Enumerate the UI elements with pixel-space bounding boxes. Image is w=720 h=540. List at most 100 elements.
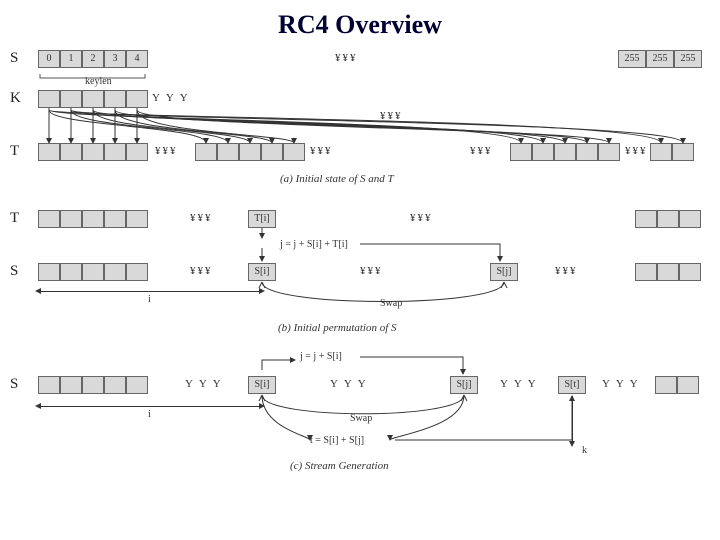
t-cell bbox=[104, 143, 126, 161]
s-row-a: 0 1 2 3 4 bbox=[38, 50, 148, 68]
si-cell: S[i] bbox=[248, 263, 276, 281]
s-cell: 4 bbox=[126, 50, 148, 68]
i-label-b: i bbox=[148, 294, 151, 305]
dots: ¥¥¥ bbox=[190, 265, 213, 277]
i-range-c bbox=[40, 406, 260, 407]
page-title: RC4 Overview bbox=[278, 10, 442, 40]
s-cell bbox=[677, 376, 699, 394]
dots: ¥¥¥ bbox=[625, 145, 648, 157]
i-range-b bbox=[40, 291, 260, 292]
dots: ¥¥¥ bbox=[555, 265, 578, 277]
st-cell: S[t] bbox=[558, 376, 586, 394]
dots: Y Y Y bbox=[185, 378, 223, 390]
t-cell bbox=[239, 143, 261, 161]
s-cell bbox=[679, 263, 701, 281]
rc4-diagram: S 0 1 2 3 4 ¥¥¥ 255 255 255 keylen K Y Y… bbox=[10, 48, 710, 530]
label-s-b: S bbox=[10, 263, 18, 280]
label-t: T bbox=[10, 143, 19, 160]
label-s-c: S bbox=[10, 376, 18, 393]
s-cell bbox=[126, 263, 148, 281]
s-row-c-end bbox=[655, 376, 699, 394]
dots: ¥¥¥ bbox=[155, 145, 178, 157]
t-row-a4 bbox=[650, 143, 694, 161]
t-row-b-end bbox=[635, 210, 701, 228]
s-cell bbox=[657, 263, 679, 281]
s-cell bbox=[60, 376, 82, 394]
s-row-b bbox=[38, 263, 148, 281]
s-row-c bbox=[38, 376, 148, 394]
si-box-c: S[i] bbox=[248, 376, 276, 394]
t-row-b bbox=[38, 210, 148, 228]
t-cell bbox=[126, 143, 148, 161]
dots: ¥¥¥ bbox=[470, 145, 493, 157]
dots: Y Y Y bbox=[152, 92, 190, 104]
dots: ¥¥¥ bbox=[410, 212, 433, 224]
caption-c: (c) Stream Generation bbox=[290, 460, 389, 472]
label-k: K bbox=[10, 90, 21, 107]
st-box-c: S[t] bbox=[558, 376, 586, 394]
t-row-a2 bbox=[195, 143, 305, 161]
s-cell: 2 bbox=[82, 50, 104, 68]
t-cell bbox=[657, 210, 679, 228]
s-cell: 255 bbox=[646, 50, 674, 68]
k-cell bbox=[60, 90, 82, 108]
s-cell: 3 bbox=[104, 50, 126, 68]
s-cell bbox=[104, 263, 126, 281]
dots: ¥¥¥ bbox=[310, 145, 333, 157]
eq-c2: t = S[i] + S[j] bbox=[310, 435, 364, 446]
dots: ¥¥¥ bbox=[190, 212, 213, 224]
t-cell bbox=[217, 143, 239, 161]
t-cell bbox=[126, 210, 148, 228]
t-cell bbox=[554, 143, 576, 161]
s-row-a-end: 255 255 255 bbox=[618, 50, 702, 68]
t-cell bbox=[82, 143, 104, 161]
t-row-a3 bbox=[510, 143, 620, 161]
si-cell: S[i] bbox=[248, 376, 276, 394]
t-cell bbox=[104, 210, 126, 228]
s-cell: 255 bbox=[674, 50, 702, 68]
t-cell bbox=[60, 210, 82, 228]
label-s: S bbox=[10, 50, 18, 67]
s-cell: 0 bbox=[38, 50, 60, 68]
s-cell bbox=[635, 263, 657, 281]
ti-box: T[i] bbox=[248, 210, 276, 228]
k-cell bbox=[82, 90, 104, 108]
dots: Y Y Y bbox=[330, 378, 368, 390]
t-cell bbox=[38, 143, 60, 161]
label-t-b: T bbox=[10, 210, 19, 227]
dots: Y Y Y bbox=[602, 378, 640, 390]
sj-cell: S[j] bbox=[450, 376, 478, 394]
dots: ¥¥¥ bbox=[380, 110, 403, 122]
t-cell bbox=[195, 143, 217, 161]
t-cell bbox=[38, 210, 60, 228]
k-cell bbox=[126, 90, 148, 108]
t-cell bbox=[635, 210, 657, 228]
t-cell bbox=[672, 143, 694, 161]
t-cell bbox=[532, 143, 554, 161]
sj-box-b: S[j] bbox=[490, 263, 518, 281]
s-cell bbox=[104, 376, 126, 394]
dots: ¥¥¥ bbox=[335, 52, 358, 64]
s-cell bbox=[655, 376, 677, 394]
sj-cell: S[j] bbox=[490, 263, 518, 281]
dots: ¥¥¥ bbox=[360, 265, 383, 277]
t-cell bbox=[283, 143, 305, 161]
s-cell: 255 bbox=[618, 50, 646, 68]
s-cell bbox=[38, 263, 60, 281]
s-cell: 1 bbox=[60, 50, 82, 68]
k-label: k bbox=[582, 445, 587, 456]
t-row-a1 bbox=[38, 143, 148, 161]
caption-a: (a) Initial state of S and T bbox=[280, 173, 394, 185]
i-label-c: i bbox=[148, 409, 151, 420]
swap-label-b: Swap bbox=[380, 298, 402, 309]
s-cell bbox=[126, 376, 148, 394]
ti-cell: T[i] bbox=[248, 210, 276, 228]
k-row bbox=[38, 90, 148, 108]
sj-box-c: S[j] bbox=[450, 376, 478, 394]
t-cell bbox=[261, 143, 283, 161]
swap-label-c: Swap bbox=[350, 413, 372, 424]
t-cell bbox=[510, 143, 532, 161]
k-cell bbox=[104, 90, 126, 108]
eq-b: j = j + S[i] + T[i] bbox=[280, 239, 348, 250]
t-cell bbox=[576, 143, 598, 161]
